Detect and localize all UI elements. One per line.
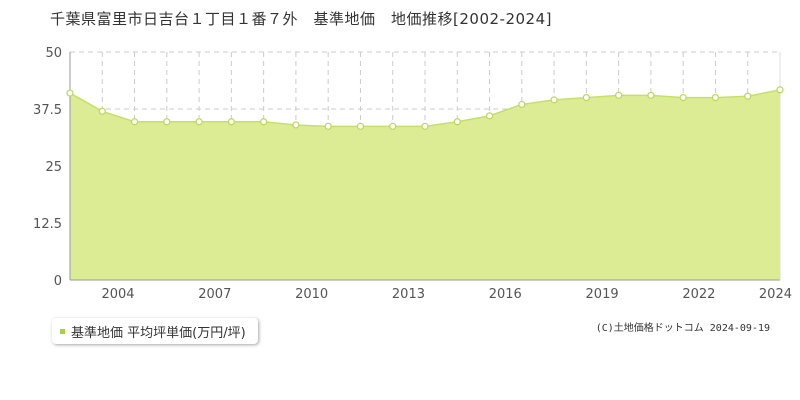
x-tick-label: 2024 <box>759 287 792 302</box>
data-point <box>550 96 558 104</box>
axes: 0 12.5 25 37.5 50 2004 2007 2010 2013 2016 2019 202… <box>33 46 792 302</box>
data-point <box>324 122 332 130</box>
x-tick-label: 2013 <box>392 287 425 302</box>
data-point <box>356 122 365 130</box>
data-points <box>66 86 784 130</box>
data-point <box>744 92 752 100</box>
data-point <box>518 100 526 109</box>
data-point <box>389 122 397 130</box>
legend[interactable]: 基準地価 平均坪単価(万円/坪) <box>52 318 258 344</box>
chart-title: 千葉県富里市日吉台１丁目１番７外 基準地価 地価推移[2002-2024] <box>50 10 552 28</box>
area-fill <box>70 89 780 281</box>
x-tick-label: 2010 <box>295 287 328 302</box>
x-tick-label: 2004 <box>101 287 134 302</box>
x-tick-label: 2019 <box>586 287 619 302</box>
data-point <box>453 118 461 126</box>
data-point <box>485 112 494 120</box>
credit-text: (C)土地価格ドットコム 2024-09-19 <box>595 323 770 334</box>
data-point <box>647 91 655 99</box>
data-point <box>711 93 720 102</box>
data-point <box>582 93 590 102</box>
y-tick-label: 12.5 <box>33 217 62 232</box>
data-point <box>679 93 687 102</box>
data-point <box>98 107 106 115</box>
data-point <box>66 89 74 97</box>
y-tick-label: 0 <box>54 274 62 289</box>
x-tick-label: 2016 <box>489 287 522 302</box>
x-tick-label: 2022 <box>682 287 715 302</box>
data-point <box>292 121 300 129</box>
legend-label: 基準地価 平均坪単価(万円/坪) <box>71 325 246 341</box>
legend-swatch <box>60 328 65 334</box>
data-point <box>195 118 203 126</box>
data-point <box>421 122 429 130</box>
data-point <box>615 91 623 99</box>
y-tick-label: 25 <box>45 160 62 175</box>
data-point <box>163 118 171 126</box>
data-point <box>260 118 268 126</box>
data-point <box>776 86 784 94</box>
data-point <box>227 118 235 126</box>
y-tick-label: 37.5 <box>33 103 62 118</box>
x-tick-label: 2007 <box>198 287 231 302</box>
data-point <box>130 118 139 126</box>
y-tick-label: 50 <box>45 46 62 61</box>
